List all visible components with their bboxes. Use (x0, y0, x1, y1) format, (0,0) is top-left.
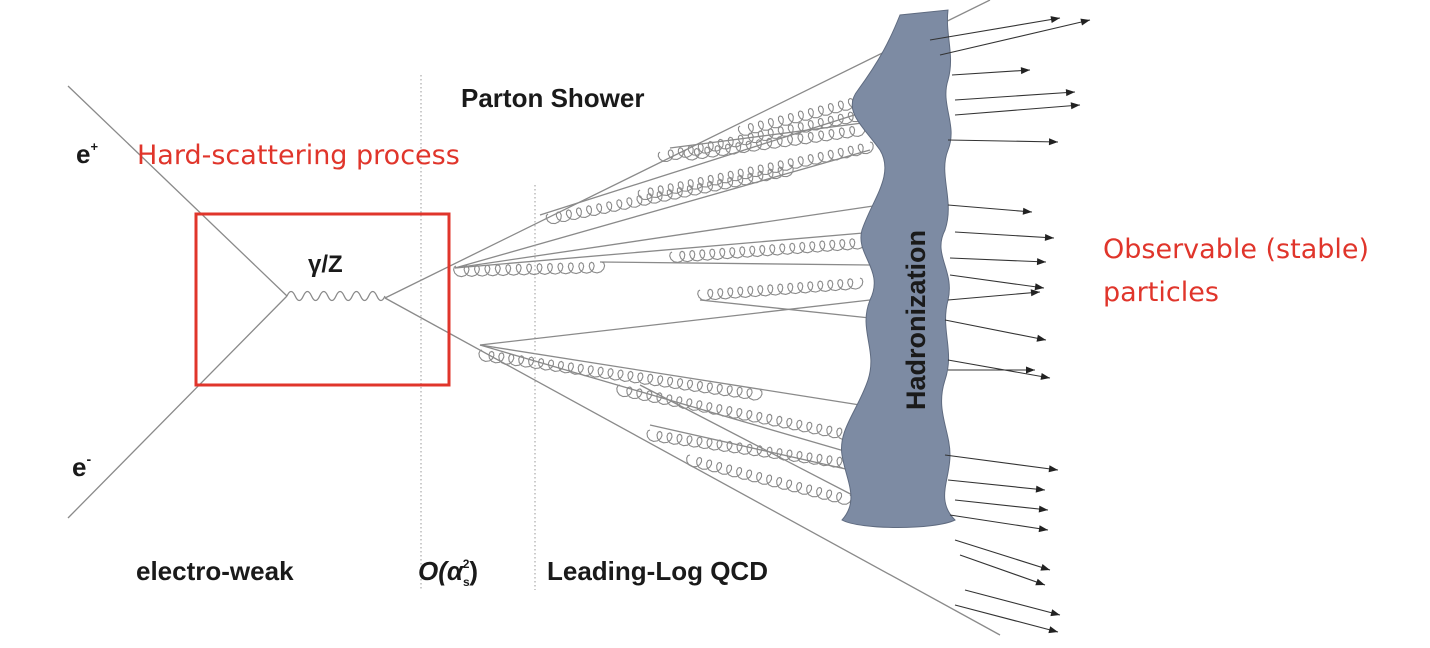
shower-branch-3 (479, 299, 871, 346)
arrowhead-20 (1050, 609, 1060, 617)
hadron-line-5 (947, 139, 1059, 143)
shower-branch-4 (479, 344, 861, 406)
gluon-coil-6 (478, 349, 763, 401)
hadron-line-0 (929, 17, 1061, 41)
arrowhead-14 (1048, 465, 1058, 473)
gluon-coil-5 (697, 277, 864, 301)
hadron-line-21 (954, 604, 1059, 633)
gluon-coil-9 (686, 454, 853, 505)
arrowhead-6 (1022, 207, 1032, 215)
hadron-line-1 (939, 19, 1091, 56)
arrowhead-21 (1048, 626, 1058, 634)
hadronization-band (840, 9, 956, 528)
hadron-line-10 (947, 291, 1041, 301)
shower-branch-2 (454, 231, 876, 269)
arrowhead-5 (1048, 138, 1058, 146)
shower-branch-8 (639, 384, 863, 501)
shower-branch-9 (699, 299, 871, 319)
hadron-line-19 (959, 554, 1046, 586)
arrowhead-2 (1020, 67, 1030, 75)
hadron-line-14 (944, 454, 1059, 471)
leading-log-label: Leading-Log QCD (547, 556, 768, 586)
arrowhead-8 (1036, 258, 1046, 266)
gluon-coil-11 (637, 141, 874, 201)
arrowhead-13 (1026, 366, 1035, 374)
arrowhead-4 (1070, 102, 1080, 110)
gluon-coil-7 (616, 384, 853, 441)
e-minus-label: e- (72, 451, 91, 482)
hadron-line-3 (954, 91, 1076, 101)
hadron-line-16 (954, 499, 1049, 511)
hadron-line-9 (949, 274, 1045, 289)
arrowhead-12 (1040, 373, 1050, 380)
parton-shower-label: Parton Shower (461, 83, 644, 113)
gluon-coil-10 (737, 95, 864, 136)
hadron-line-15 (947, 479, 1046, 491)
arrowhead-7 (1044, 234, 1054, 241)
hadron-line-7 (954, 231, 1055, 239)
arrowhead-11 (1036, 334, 1046, 342)
boson-propagator (286, 290, 386, 302)
hadron-line-17 (949, 514, 1049, 531)
boson-wave-path (286, 290, 386, 302)
hadronization-label: Hadronization (901, 230, 931, 410)
order-alpha-label: O(αs2) (418, 556, 478, 589)
hadron-line-12 (947, 359, 1051, 379)
electroweak-label: electro-weak (136, 556, 294, 586)
e-plus-label: e+ (76, 139, 98, 169)
hard-scattering-annotation: Hard-scattering process (137, 140, 460, 171)
gluon-emissions (453, 95, 874, 505)
observable-annotation-line1: Observable (stable) (1103, 234, 1369, 265)
hadron-line-4 (954, 104, 1081, 116)
arrowhead-16 (1038, 505, 1048, 513)
arrowhead-18 (1040, 564, 1050, 571)
electron-plus-line (67, 85, 288, 297)
hadron-line-20 (964, 589, 1061, 616)
gluon-coil-4 (669, 237, 866, 263)
arrowhead-19 (1035, 578, 1045, 586)
gluon-coil-8 (646, 429, 863, 471)
shower-branch-6 (539, 109, 871, 216)
shower-branch-0 (454, 149, 871, 269)
arrowhead-3 (1065, 89, 1075, 97)
hadron-line-18 (954, 539, 1051, 571)
arrowhead-9 (1034, 283, 1044, 291)
boson-label: γ/Z (308, 251, 343, 278)
hadron-line-8 (949, 257, 1047, 263)
gluon-coil-0 (453, 261, 606, 278)
shower-branches (454, 109, 881, 501)
outgoing-particles (929, 16, 1091, 634)
hadron-line-2 (951, 69, 1031, 76)
shower-branch-11 (649, 424, 851, 471)
observable-annotation-line2: particles (1103, 277, 1219, 308)
hadron-line-11 (944, 319, 1047, 341)
arrowhead-10 (1030, 289, 1040, 297)
arrowhead-15 (1035, 485, 1045, 493)
arrowhead-0 (1050, 16, 1060, 23)
electron-minus-line (67, 295, 288, 519)
gluon-coil-3 (683, 124, 866, 161)
shower-branch-7 (599, 261, 871, 266)
hard-scattering-box (194, 212, 451, 387)
shower-branch-1 (454, 204, 881, 269)
arrowhead-1 (1080, 18, 1090, 26)
arrowhead-17 (1038, 525, 1048, 533)
hadron-line-6 (947, 204, 1033, 213)
